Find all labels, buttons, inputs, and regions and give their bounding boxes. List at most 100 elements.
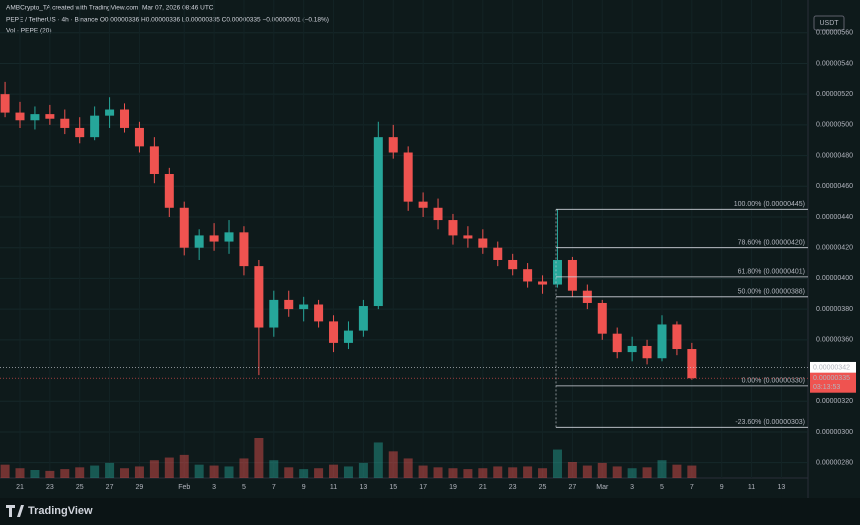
candle-body [30,114,40,121]
volume-bar [299,469,309,478]
volume-line: Vol · PEPE (20) [6,28,52,35]
candle-body [493,247,503,260]
volume-bar [388,451,398,478]
volume-bar [597,462,607,478]
x-tick-label: Mar [596,484,609,491]
volume-bar [523,466,533,478]
volume-bar [45,470,55,478]
volume-bar [463,469,473,478]
candle-body [0,94,10,113]
candle-body [299,304,309,310]
volume-bar [493,466,503,478]
volume-bar [179,454,189,478]
x-tick-label: 3 [212,484,216,491]
x-tick-label: 7 [690,484,694,491]
x-tick-label: 7 [272,484,276,491]
candle-body [224,232,234,242]
candle-body [194,235,204,248]
candle-body [373,137,383,307]
volume-bar [0,464,10,478]
candle-body [164,174,174,208]
volume-bar [657,460,667,478]
volume-bar [582,465,592,478]
candle-body [284,299,294,310]
x-tick-label: 11 [748,484,755,491]
volume-bar [552,449,562,478]
y-tick-label: 0.00000460 [816,183,853,190]
y-tick-label: 0.00000280 [816,459,853,466]
countdown: 03:13:53 [813,384,840,391]
footer [0,498,860,525]
candle-body [239,232,249,267]
candle-body [523,269,533,282]
volume-bar [105,462,115,478]
volume-bar [164,457,174,478]
x-tick-label: 9 [720,484,724,491]
candle-body [314,304,324,322]
volume-bar [239,458,249,478]
candle-body [60,118,70,128]
volume-bar [194,464,204,478]
candle-body [120,109,130,128]
candle-body [538,281,548,285]
volume-bar [567,462,577,478]
volume-bar [15,468,25,478]
candle-body [105,109,115,116]
candle-body [612,333,622,353]
candle-body [134,127,144,147]
fib-label: -23.60% (0.00000303) [735,419,805,426]
marker-label: 0.00000342 [813,364,850,371]
candle-body [552,259,562,285]
fib-label: 61.80% (0.00000401) [738,269,805,276]
volume-bar [269,460,279,478]
candle-body [418,201,428,208]
x-tick-label: 27 [569,484,577,491]
candle-body [254,266,264,328]
y-tick-label: 0.00000300 [816,429,853,436]
candle-body [463,235,473,239]
volume-bar [687,465,697,478]
symbol-line: PEPE / TetherUS · 4h · Binance O0.000003… [6,17,329,24]
y-tick-label: 0.00000540 [816,60,853,67]
candle-body [657,324,667,359]
volume-bar [224,466,234,478]
x-tick-label: 9 [302,484,306,491]
candle-body [269,299,279,328]
x-tick-label: 5 [660,484,664,491]
volume-bar [120,468,130,478]
candle-body [433,207,443,221]
currency[interactable]: USDT [819,20,839,27]
last-price-box [810,372,856,393]
candle-body [90,115,100,138]
y-tick-label: 0.00000420 [816,245,853,252]
candle-body [45,114,55,119]
volume-bar [90,465,100,478]
candle-body [672,324,682,350]
volume-bar [75,467,85,478]
candle-body [209,235,219,242]
candle-body [329,321,339,343]
volume-bar [254,438,264,478]
x-tick-label: 19 [449,484,457,491]
x-tick-label: 29 [136,484,144,491]
candle-body [388,137,398,153]
logo [6,505,24,517]
volume-bar [343,466,353,478]
volume-bar [538,468,548,478]
marker-box [810,361,856,373]
x-tick-label: 11 [330,484,337,491]
volume-bar [329,464,339,478]
x-tick-label: 15 [389,484,397,491]
volume-bar [448,468,458,478]
currency-box[interactable] [813,15,845,31]
y-tick-label: 0.00000320 [816,398,853,405]
volume-bar [403,458,413,478]
x-tick-label: 21 [479,484,487,491]
fib-label: 0.00% (0.00000330) [742,378,805,385]
candle-body [687,349,697,379]
candle-body [567,259,577,291]
volume-bar [627,468,637,478]
candle-body [149,146,159,174]
x-tick-label: 27 [106,484,114,491]
